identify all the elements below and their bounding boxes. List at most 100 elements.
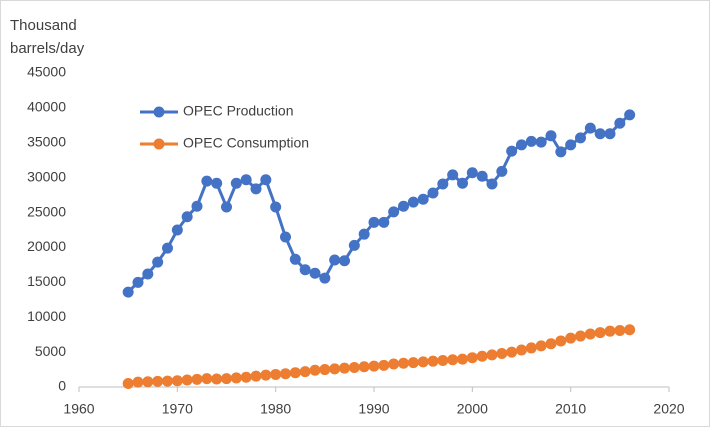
data-point [476, 350, 488, 362]
data-point [466, 352, 478, 364]
data-point [594, 128, 606, 140]
data-point [457, 177, 468, 189]
data-point [368, 360, 380, 372]
y-tick-label: 0 [58, 378, 66, 394]
data-point [506, 145, 518, 157]
data-point [584, 122, 596, 134]
data-point [496, 348, 508, 360]
data-point [466, 167, 478, 179]
data-point [486, 178, 498, 190]
data-point [319, 272, 331, 284]
data-point [122, 378, 134, 390]
data-point [525, 342, 537, 354]
data-point [358, 228, 370, 240]
x-tick-label: 1980 [260, 401, 291, 417]
data-point [270, 368, 282, 380]
legend-marker [153, 106, 165, 118]
data-point [447, 354, 459, 366]
x-tick-label: 2000 [457, 401, 488, 417]
data-point [545, 338, 557, 350]
data-point [152, 375, 164, 387]
y-tick-label: 35000 [27, 133, 66, 149]
data-point [535, 136, 547, 148]
data-point [525, 135, 537, 147]
data-point [191, 373, 203, 385]
data-point [516, 139, 527, 151]
data-point [250, 183, 262, 195]
data-point [427, 187, 439, 199]
data-point [358, 361, 370, 373]
data-point [407, 196, 419, 208]
data-point [594, 327, 606, 339]
data-point [398, 200, 409, 212]
data-point [427, 355, 439, 367]
data-point [584, 328, 596, 340]
x-tick-label: 1970 [162, 401, 193, 417]
data-point [604, 128, 616, 140]
data-point [309, 364, 321, 376]
data-point [447, 169, 459, 181]
x-tick-label: 1960 [63, 401, 94, 417]
data-point [506, 346, 518, 358]
data-point [486, 349, 498, 361]
data-point [142, 376, 154, 388]
data-point [476, 170, 488, 182]
data-point [230, 177, 242, 189]
x-tick-label: 2010 [555, 401, 586, 417]
data-point [614, 324, 626, 336]
y-tick-label: 25000 [27, 203, 66, 219]
data-point [270, 201, 282, 213]
data-point [457, 353, 468, 365]
y-tick-label: 15000 [27, 273, 66, 289]
data-point [368, 216, 380, 228]
data-point [250, 370, 262, 382]
data-point [535, 340, 547, 352]
data-point [407, 357, 419, 369]
data-point [230, 372, 242, 384]
data-point [378, 216, 390, 228]
data-point [201, 373, 213, 385]
data-point [122, 286, 134, 298]
legend-label: OPEC Production [183, 103, 294, 119]
data-point [132, 376, 144, 388]
y-tick-label: 20000 [27, 238, 66, 254]
data-point [171, 224, 183, 236]
data-point [417, 356, 429, 368]
data-point [437, 178, 449, 190]
data-point [280, 368, 291, 380]
data-point [348, 239, 360, 251]
legend-marker [153, 138, 165, 150]
data-point [299, 366, 311, 378]
data-point [319, 364, 331, 376]
data-point [555, 146, 567, 158]
data-point [378, 359, 390, 371]
data-point [211, 177, 223, 189]
data-point [280, 231, 291, 243]
data-point [417, 193, 429, 205]
data-point [221, 201, 232, 213]
data-point [181, 211, 193, 223]
data-point [329, 254, 341, 266]
data-point [388, 206, 400, 218]
y-axis-label: Thousand barrels/day [10, 17, 85, 57]
data-point [329, 363, 341, 375]
data-point [181, 374, 193, 386]
data-point [575, 132, 586, 144]
data-point [496, 165, 508, 177]
data-point [211, 373, 223, 385]
data-point [152, 256, 164, 268]
data-point [437, 354, 449, 366]
data-point [604, 325, 616, 337]
data-point [624, 109, 636, 121]
y-tick-label: 5000 [35, 343, 66, 359]
y-tick-label: 45000 [27, 64, 66, 80]
data-point [624, 324, 636, 336]
data-point [289, 253, 301, 265]
data-point [388, 358, 400, 370]
y-tick-label: 40000 [27, 99, 66, 115]
data-point [201, 175, 213, 187]
data-point [142, 268, 154, 280]
data-point [575, 330, 586, 342]
